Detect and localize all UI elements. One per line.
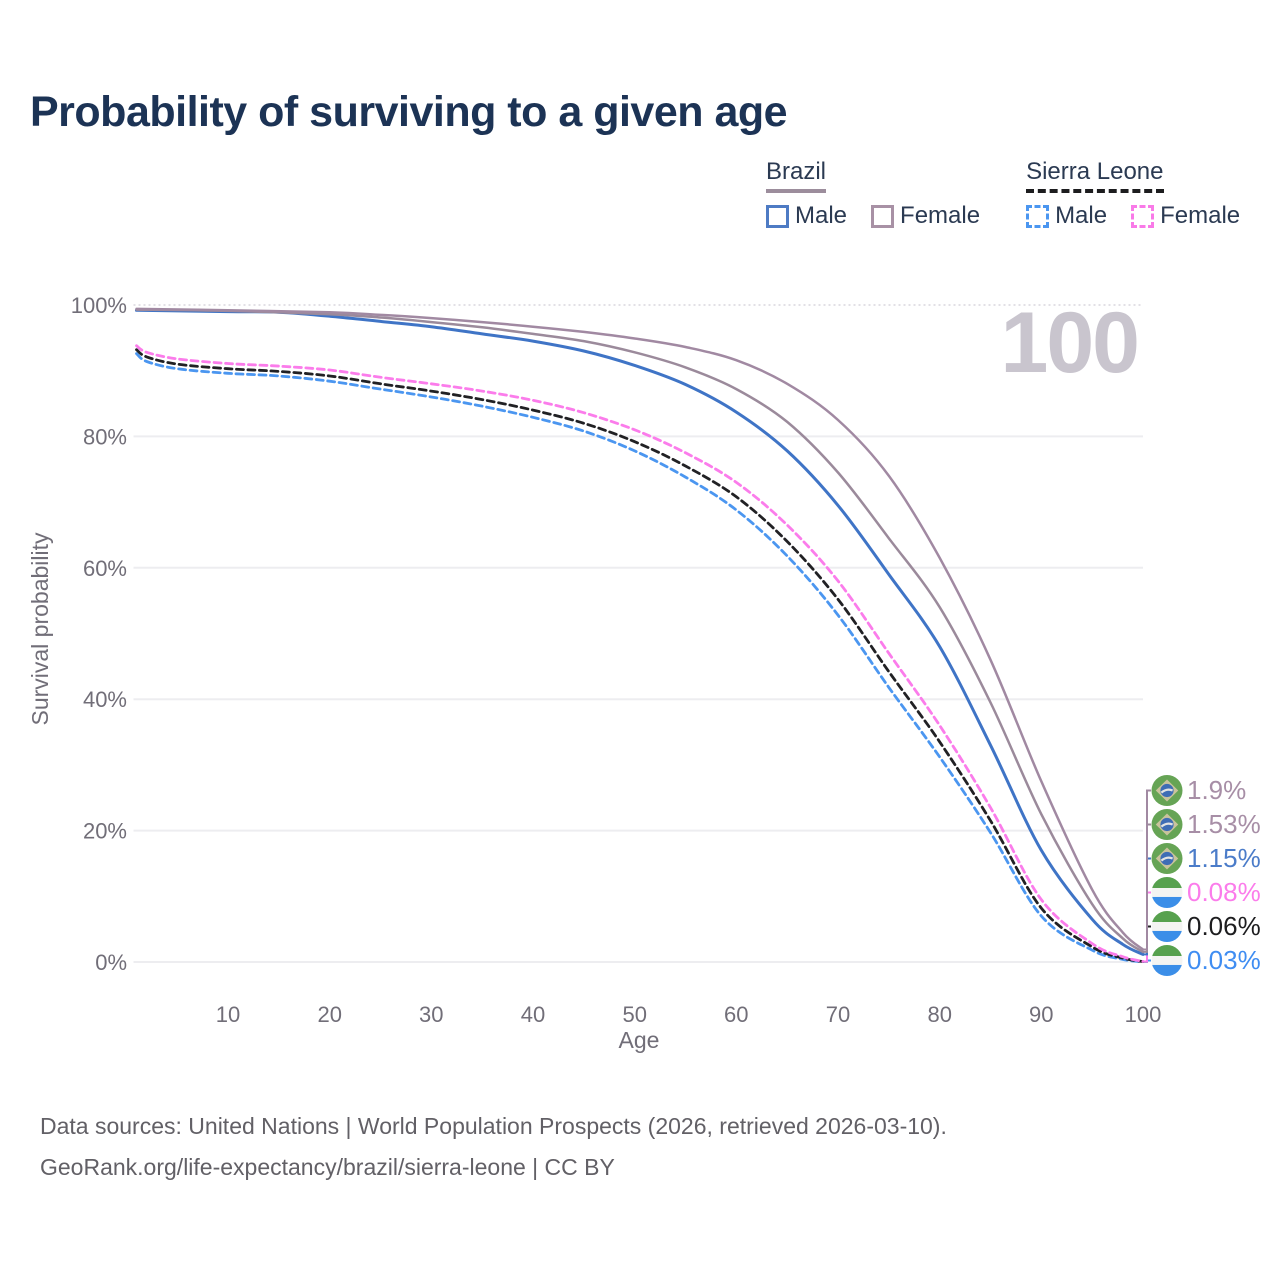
x-tick-label: 40 (521, 1002, 545, 1027)
end-value-label-brazil-male: 1.15% (1187, 843, 1261, 873)
series-line-sierra-leone-female[interactable] (135, 344, 1145, 963)
end-value-label-sierra-leone-male: 0.03% (1187, 945, 1261, 975)
brazil-flag-icon (1151, 843, 1183, 874)
legend-item-label: Female (1160, 202, 1241, 229)
end-value-label-sierra-leone-female: 0.08% (1187, 877, 1261, 907)
series-line-brazil-male[interactable] (135, 308, 1145, 956)
brazil-flag-icon (1151, 809, 1183, 840)
sierra-leone-male-swatch (1026, 204, 1050, 228)
y-tick-label: 60% (83, 556, 127, 581)
age-counter-watermark: 100 (1001, 295, 1139, 391)
legend-item-label: Male (1055, 202, 1108, 229)
y-tick-label: 80% (83, 424, 127, 449)
sierra-leone-female-swatch (1131, 204, 1155, 228)
x-tick-label: 90 (1029, 1002, 1053, 1027)
chart-legend: Brazil Male Female Sierra Leone Male (766, 158, 1240, 230)
x-tick-label: 10 (216, 1002, 240, 1027)
legend-country-label: Brazil (766, 158, 827, 185)
y-tick-label: 100% (71, 293, 127, 318)
legend-item-sierra-leone-female[interactable]: Female (1131, 202, 1240, 230)
attribution-text: GeoRank.org/life-expectancy/brazil/sierr… (40, 1154, 615, 1180)
brazil-female-swatch (871, 204, 895, 228)
y-tick-label: 40% (83, 687, 127, 712)
sierra-leone-flag-icon (1152, 877, 1183, 908)
y-tick-label: 0% (95, 950, 127, 975)
legend-item-brazil-male[interactable]: Male (766, 202, 847, 230)
brazil-male-swatch (766, 204, 789, 228)
x-tick-label: 100 (1125, 1002, 1162, 1027)
legend-item-label: Male (795, 202, 848, 229)
legend-country-sierra-leone[interactable]: Sierra Leone (1026, 158, 1164, 193)
x-tick-label: 50 (622, 1002, 646, 1027)
x-tick-label: 80 (927, 1002, 951, 1027)
end-value-label-sierra-leone-total: 0.06% (1187, 911, 1261, 941)
sierra-leone-flag-icon (1152, 945, 1183, 976)
x-tick-label: 30 (419, 1002, 443, 1027)
end-value-label-brazil-total: 1.53% (1187, 809, 1261, 839)
series-line-brazil-female[interactable] (135, 307, 1145, 951)
y-tick-label: 20% (83, 819, 127, 844)
x-tick-label: 70 (826, 1002, 850, 1027)
brazil-flag-icon (1151, 775, 1183, 806)
legend-group-brazil: Brazil Male Female (766, 158, 980, 230)
legend-item-brazil-female[interactable]: Female (871, 202, 980, 230)
sierra-leone-flag-icon (1152, 911, 1183, 942)
series-line-sierra-leone-total[interactable] (135, 348, 1145, 963)
brazil-solid-line-swatch (766, 189, 827, 193)
series-line-sierra-leone-male[interactable] (135, 352, 1145, 964)
y-axis-title: Survival probability (27, 532, 53, 726)
legend-country-brazil[interactable]: Brazil (766, 158, 827, 193)
data-sources-text: Data sources: United Nations | World Pop… (40, 1113, 947, 1139)
x-axis-title: Age (619, 1027, 660, 1053)
legend-country-label: Sierra Leone (1026, 158, 1164, 185)
x-tick-label: 60 (724, 1002, 748, 1027)
legend-item-sierra-leone-male[interactable]: Male (1026, 202, 1107, 230)
legend-group-sierra-leone: Sierra Leone Male Female (1026, 158, 1240, 230)
x-tick-label: 20 (317, 1002, 341, 1027)
legend-item-label: Female (900, 202, 981, 229)
leader-line-brazil-female (1143, 789, 1151, 951)
end-value-label-brazil-female: 1.9% (1187, 775, 1246, 805)
sierra-leone-dashed-line-swatch (1026, 189, 1164, 193)
series-line-brazil-total[interactable] (135, 308, 1145, 954)
page-title: Probability of surviving to a given age (30, 88, 788, 136)
chart-footer: Data sources: United Nations | World Pop… (40, 1106, 947, 1188)
